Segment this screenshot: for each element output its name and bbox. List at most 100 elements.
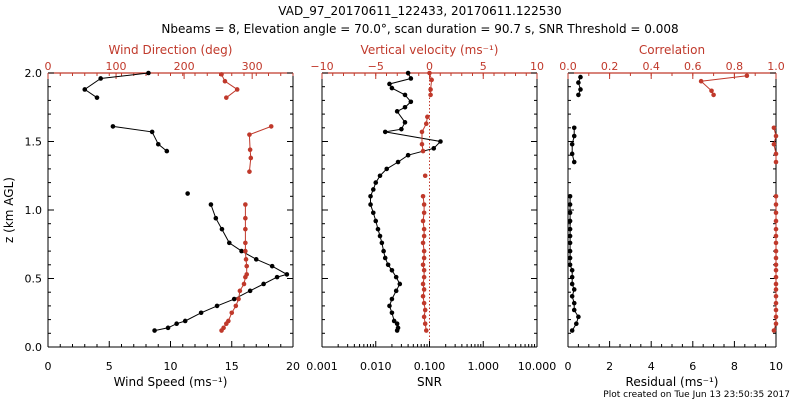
series-line <box>221 74 239 99</box>
data-point <box>243 202 248 207</box>
y-tick-label: 2.0 <box>25 67 43 80</box>
top-tick-label: 10 <box>530 60 544 73</box>
data-point <box>771 125 777 131</box>
data-point <box>370 187 376 192</box>
data-point <box>268 124 274 129</box>
data-point <box>420 194 426 199</box>
data-point <box>773 233 779 239</box>
data-point <box>381 248 386 254</box>
data-point <box>569 274 575 280</box>
data-point <box>379 240 385 246</box>
data-point <box>402 120 408 125</box>
data-point <box>393 288 399 294</box>
data-point <box>567 226 573 232</box>
data-point <box>773 226 779 232</box>
data-point <box>421 202 427 207</box>
data-point <box>243 215 248 221</box>
top-tick-label: 1.0 <box>767 60 785 73</box>
series-line <box>429 72 433 95</box>
data-point <box>773 248 779 254</box>
data-point <box>224 95 229 100</box>
data-point <box>420 281 426 287</box>
top-axis-label: Correlation <box>639 43 705 57</box>
data-point <box>773 151 779 157</box>
bottom-tick-label: 4 <box>648 360 655 373</box>
data-point <box>771 328 777 333</box>
data-point <box>773 210 779 216</box>
data-point <box>421 226 427 232</box>
data-point <box>382 255 388 261</box>
data-point <box>253 257 259 262</box>
data-point <box>419 129 425 135</box>
data-point <box>567 233 573 239</box>
top-tick-label: 0.4 <box>642 60 660 73</box>
data-point <box>698 78 704 84</box>
data-point <box>576 92 581 98</box>
data-point <box>567 262 573 268</box>
data-point <box>391 318 397 324</box>
series-line <box>154 204 289 332</box>
data-point <box>244 272 250 277</box>
data-point <box>422 321 428 327</box>
data-point <box>94 95 100 100</box>
data-point <box>420 240 426 246</box>
data-point <box>284 272 290 277</box>
data-point <box>405 152 411 158</box>
data-point <box>236 296 241 302</box>
data-point <box>234 87 240 92</box>
data-point <box>382 129 388 135</box>
data-point <box>427 70 432 76</box>
series-line <box>577 76 582 96</box>
data-point <box>226 318 231 324</box>
data-point <box>571 307 577 313</box>
data-point <box>773 267 779 273</box>
data-point <box>237 288 243 294</box>
data-point <box>408 76 414 81</box>
data-point <box>571 133 577 139</box>
data-point <box>425 114 430 120</box>
data-point <box>773 300 779 306</box>
data-point <box>198 310 204 316</box>
data-point <box>773 294 779 299</box>
top-axis-label: Wind Direction (deg) <box>109 43 233 57</box>
data-point <box>578 87 583 92</box>
top-tick-label: 0 <box>426 60 433 73</box>
data-point <box>370 210 376 216</box>
top-tick-label: 0.2 <box>601 60 619 73</box>
data-point <box>146 70 151 76</box>
data-point <box>221 325 226 331</box>
data-point <box>571 125 577 131</box>
top-tick-label: 0.6 <box>684 60 702 73</box>
data-point <box>269 263 275 269</box>
data-point <box>569 328 575 333</box>
data-point <box>208 202 214 207</box>
data-point <box>574 321 579 327</box>
panel-3: 0 2 4 6 8 10 0.0 0.2 0.4 0.6 0.8 1.0 Residual (ms⁻¹)… <box>559 43 785 389</box>
data-point <box>231 296 237 302</box>
data-point <box>421 248 427 254</box>
data-point <box>422 307 428 313</box>
data-point <box>571 287 577 292</box>
data-point <box>569 141 575 147</box>
data-point <box>377 173 383 179</box>
bottom-tick-label: 5 <box>106 360 113 373</box>
data-point <box>773 133 779 139</box>
bottom-axis-label: Residual (ms⁻¹) <box>626 375 719 389</box>
bottom-tick-label: 0 <box>45 360 52 373</box>
data-point <box>185 191 190 196</box>
data-point <box>227 240 232 246</box>
data-point <box>421 274 427 280</box>
data-point <box>214 303 220 309</box>
data-point <box>239 248 244 254</box>
series-line <box>83 72 149 99</box>
top-tick-label: 100 <box>106 60 127 73</box>
data-point <box>709 88 714 94</box>
bottom-tick-label: 15 <box>225 360 239 373</box>
data-point <box>420 262 426 268</box>
data-point <box>229 310 235 316</box>
data-point <box>567 218 573 224</box>
bottom-tick-label: 0.010 <box>360 360 392 373</box>
bottom-axis-label: Wind Speed (ms⁻¹) <box>114 375 228 389</box>
